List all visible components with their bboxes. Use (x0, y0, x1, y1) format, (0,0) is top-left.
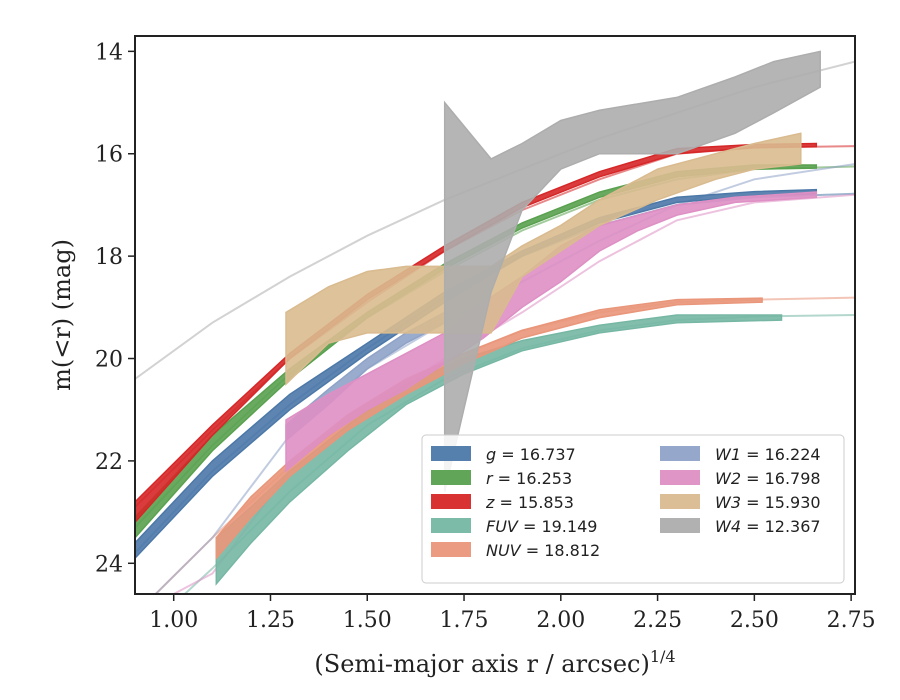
x-axis-title: (Semi-major axis r / arcsec)1/4 (314, 647, 675, 678)
axes-frame (134, 35, 856, 595)
legend-swatch-w3 (660, 494, 700, 509)
y-tick-label: 22 (95, 450, 123, 475)
data-bands (135, 50, 821, 586)
y-tick-label: 16 (95, 143, 123, 168)
x-tick-label: 2.75 (827, 608, 876, 633)
legend-swatch-fuv (431, 518, 471, 533)
legend-label-r: r = 16.253 (486, 469, 572, 488)
legend-swatch-g (431, 446, 471, 461)
x-axis-ticks: 1.00 1.25 1.50 1.75 2.00 2.25 2.50 2.75 (149, 594, 876, 633)
legend: g = 16.737 r = 16.253 z = 15.853 FUV = 19.1… (421, 434, 845, 584)
legend-swatch-w2 (660, 470, 700, 485)
x-tick-label: 1.75 (440, 608, 489, 633)
legend-swatch-w4 (660, 518, 700, 533)
legend-label-z: z = 15.853 (485, 493, 574, 512)
x-tick-label: 2.50 (730, 608, 779, 633)
legend-swatch-z (431, 494, 471, 509)
y-axis-ticks: 14 16 18 20 22 24 (95, 40, 135, 577)
legend-label-fuv: FUV = 19.149 (486, 517, 597, 536)
legend-label-w3: W3 = 15.930 (715, 493, 821, 512)
y-tick-label: 24 (95, 552, 123, 577)
y-tick-label: 18 (95, 245, 123, 270)
legend-box (421, 434, 845, 584)
y-tick-label: 20 (95, 348, 123, 373)
x-tick-label: 1.00 (149, 608, 198, 633)
legend-label-nuv: NUV = 18.812 (486, 541, 600, 560)
plot-area (135, 50, 855, 594)
legend-swatch-w1 (660, 446, 700, 461)
x-tick-label: 1.50 (343, 608, 392, 633)
x-tick-label: 1.25 (246, 608, 295, 633)
x-tick-label: 2.25 (633, 608, 682, 633)
y-tick-label: 14 (95, 40, 123, 65)
legend-label-w1: W1 = 16.224 (715, 445, 821, 464)
legend-label-w4: W4 = 12.367 (715, 517, 821, 536)
y-axis-title: m(<r) (mag) (48, 239, 76, 391)
legend-swatch-nuv (431, 542, 471, 557)
x-tick-label: 2.00 (536, 608, 585, 633)
legend-swatch-r (431, 470, 471, 485)
legend-label-g: g = 16.737 (486, 445, 576, 464)
legend-label-w2: W2 = 16.798 (715, 469, 821, 488)
band-w4 (443, 50, 821, 492)
